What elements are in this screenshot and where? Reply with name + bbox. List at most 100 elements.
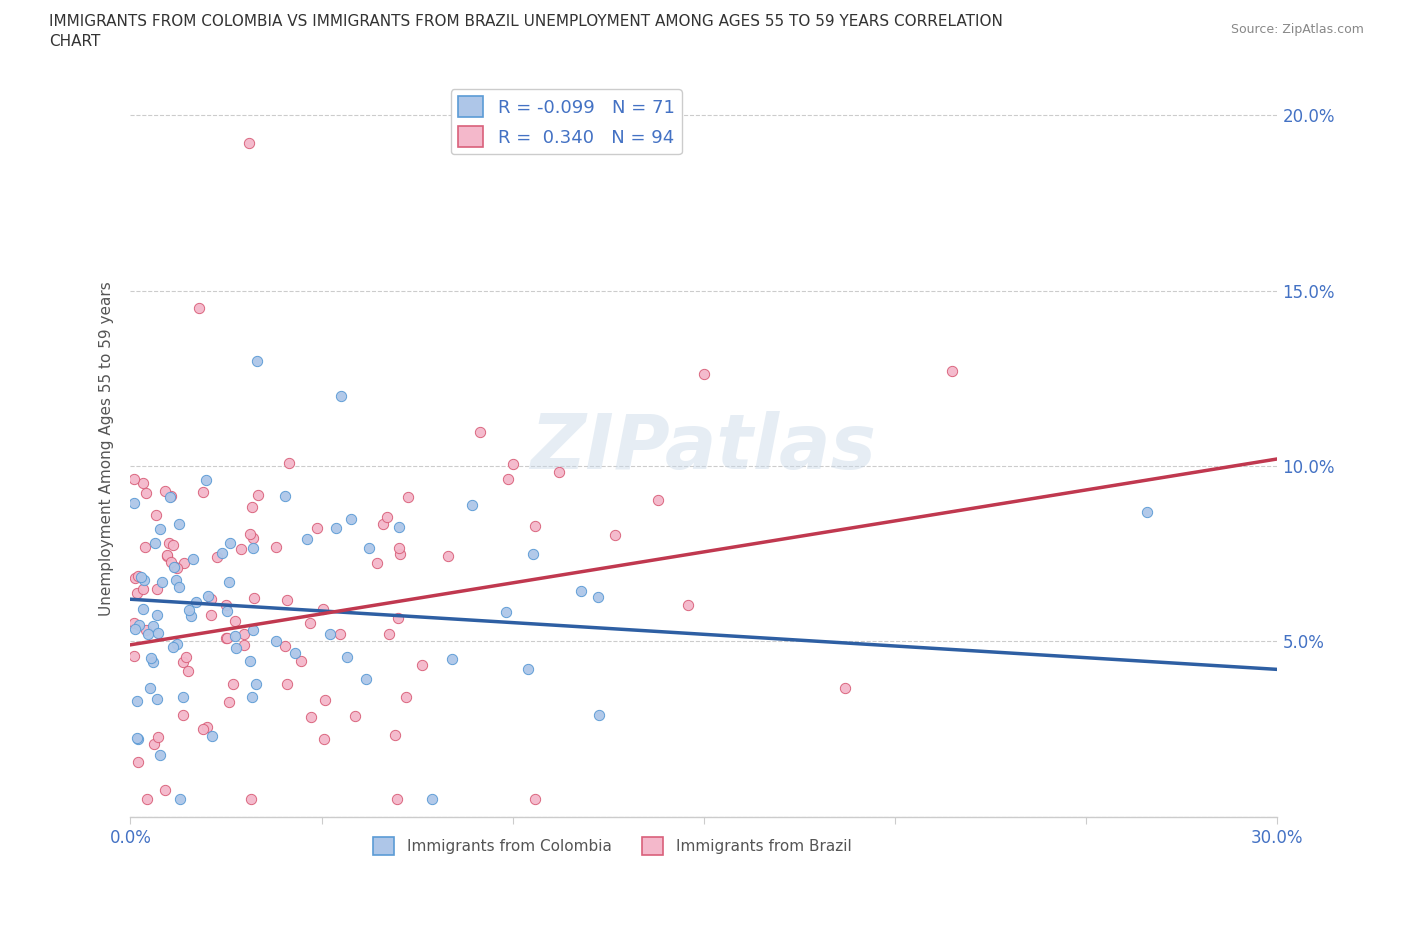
Point [340, 512, 363, 526]
Point [231, 541, 253, 556]
Point [356, 671, 378, 686]
Point [162, 538, 184, 552]
Point [125, 693, 148, 708]
Point [146, 581, 169, 596]
Point [150, 575, 173, 590]
Point [378, 627, 401, 642]
Point [132, 601, 155, 616]
Point [127, 732, 149, 747]
Point [571, 584, 593, 599]
Point [420, 791, 443, 806]
Point [246, 487, 269, 502]
Point [387, 791, 409, 806]
Point [325, 521, 347, 536]
Point [239, 654, 262, 669]
Point [299, 710, 322, 724]
Point [314, 693, 336, 708]
Point [834, 681, 856, 696]
Point [156, 548, 179, 563]
Point [139, 650, 162, 665]
Point [295, 532, 318, 547]
Point [166, 561, 188, 576]
Point [153, 484, 176, 498]
Point [122, 616, 145, 631]
Point [129, 570, 152, 585]
Y-axis label: Unemployment Among Ages 55 to 59 years: Unemployment Among Ages 55 to 59 years [100, 281, 114, 616]
Point [239, 526, 262, 541]
Point [336, 650, 359, 665]
Point [174, 650, 197, 665]
Point [298, 616, 321, 631]
Point [395, 689, 418, 704]
Point [307, 521, 329, 536]
Point [200, 607, 222, 622]
Point [225, 640, 247, 655]
Point [242, 531, 264, 546]
Point [547, 464, 569, 479]
Point [148, 748, 170, 763]
Point [264, 633, 287, 648]
Point [411, 658, 433, 672]
Point [396, 490, 419, 505]
Point [176, 664, 198, 679]
Point [215, 597, 238, 612]
Point [523, 791, 546, 806]
Point [191, 485, 214, 499]
Point [319, 626, 342, 641]
Point [142, 655, 165, 670]
Point [586, 589, 609, 604]
Point [502, 457, 524, 472]
Point [124, 621, 146, 636]
Point [146, 626, 169, 641]
Point [246, 353, 269, 368]
Point [169, 791, 191, 806]
Point [139, 681, 162, 696]
Point [135, 622, 157, 637]
Point [224, 629, 246, 644]
Point [243, 591, 266, 605]
Point [125, 730, 148, 745]
Point [122, 496, 145, 511]
Point [238, 136, 260, 151]
Point [388, 520, 411, 535]
Point [172, 708, 194, 723]
Point [678, 597, 700, 612]
Point [603, 527, 626, 542]
Point [460, 498, 482, 512]
Point [136, 791, 159, 806]
Point [290, 653, 312, 668]
Point [195, 472, 218, 487]
Text: IMMIGRANTS FROM COLOMBIA VS IMMIGRANTS FROM BRAZIL UNEMPLOYMENT AMONG AGES 55 TO: IMMIGRANTS FROM COLOMBIA VS IMMIGRANTS F… [49, 14, 1002, 29]
Point [217, 631, 239, 645]
Point [274, 639, 297, 654]
Point [375, 510, 398, 525]
Point [166, 637, 188, 652]
Point [496, 472, 519, 486]
Point [440, 652, 463, 667]
Point [195, 720, 218, 735]
Point [233, 637, 256, 652]
Point [186, 594, 208, 609]
Point [222, 677, 245, 692]
Point [122, 649, 145, 664]
Point [240, 689, 263, 704]
Point [167, 516, 190, 531]
Point [191, 722, 214, 737]
Point [131, 475, 153, 490]
Text: ZIPatlas: ZIPatlas [531, 411, 877, 485]
Point [173, 556, 195, 571]
Point [588, 708, 610, 723]
Point [276, 592, 298, 607]
Point [242, 622, 264, 637]
Point [125, 586, 148, 601]
Point [517, 662, 540, 677]
Point [172, 654, 194, 669]
Point [160, 489, 183, 504]
Point [371, 516, 394, 531]
Point [142, 618, 165, 633]
Point [149, 522, 172, 537]
Point [224, 614, 246, 629]
Point [200, 591, 222, 606]
Point [163, 560, 186, 575]
Point [384, 727, 406, 742]
